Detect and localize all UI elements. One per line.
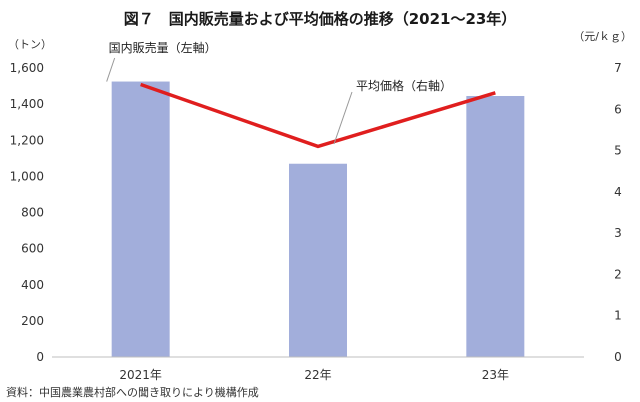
bar-series-label: 国内販売量（左軸） — [109, 40, 217, 55]
x-tick-label: 23年 — [482, 368, 509, 382]
right-tick-label: 3 — [614, 226, 622, 240]
x-tick-label: 2021年 — [119, 368, 162, 382]
right-tick-label: 0 — [614, 350, 622, 364]
right-axis: 0 1 2 3 4 5 6 7 — [614, 61, 622, 364]
line-series — [140, 82, 496, 149]
left-axis-unit: （トン） — [8, 38, 52, 51]
right-tick-label: 4 — [614, 185, 622, 199]
x-tick-label: 22年 — [304, 368, 331, 382]
bar — [289, 163, 347, 357]
right-tick-label: 5 — [614, 144, 622, 158]
bar-legend-leader — [106, 57, 116, 82]
line-series-label: 平均価格（右軸） — [356, 78, 452, 93]
left-tick-label: 400 — [21, 278, 44, 292]
right-tick-label: 1 — [614, 309, 622, 323]
right-axis-unit: （元/ｋｇ） — [573, 30, 632, 43]
price-line — [140, 82, 496, 149]
left-axis: 0 200 400 600 800 1,000 1,200 1,400 1,600 — [10, 61, 44, 364]
bar-series — [111, 81, 525, 357]
left-tick-label: 800 — [21, 206, 44, 220]
left-tick-label: 1,400 — [10, 97, 44, 111]
chart-title: 図７ 国内販売量および平均価格の推移（2021～23年） — [124, 10, 517, 28]
line-legend-leader — [333, 91, 353, 145]
bar — [111, 81, 170, 357]
left-tick-label: 1,600 — [10, 61, 44, 75]
left-tick-label: 200 — [21, 314, 44, 328]
bar — [466, 95, 525, 357]
left-tick-label: 600 — [21, 242, 44, 256]
source-note: 資料：中国農業農村部への聞き取りにより機構作成 — [6, 385, 259, 399]
left-tick-label: 1,200 — [10, 133, 44, 147]
right-tick-label: 7 — [614, 61, 622, 75]
left-tick-label: 0 — [36, 350, 44, 364]
right-tick-label: 6 — [614, 102, 622, 116]
right-tick-label: 2 — [614, 267, 622, 281]
x-axis: 2021年 22年 23年 — [119, 368, 509, 382]
left-tick-label: 1,000 — [10, 169, 44, 183]
annotations: 国内販売量（左軸） 平均価格（右軸） — [106, 40, 452, 145]
